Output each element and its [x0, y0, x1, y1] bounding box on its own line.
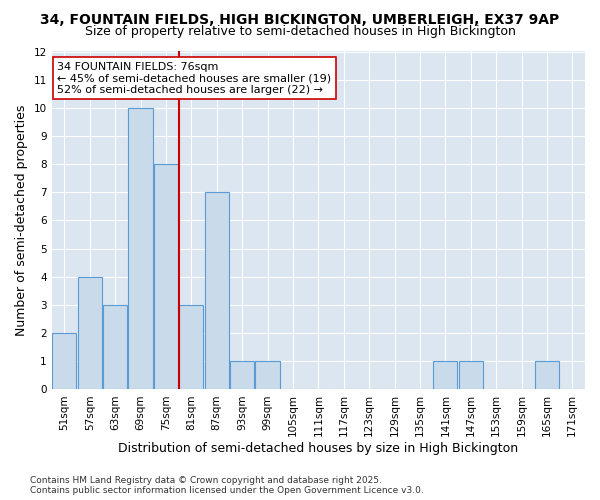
Bar	[230, 362, 254, 390]
Text: 34 FOUNTAIN FIELDS: 76sqm
← 45% of semi-detached houses are smaller (19)
52% of : 34 FOUNTAIN FIELDS: 76sqm ← 45% of semi-…	[57, 62, 331, 95]
Bar	[77, 277, 102, 390]
Bar	[458, 362, 483, 390]
Bar	[103, 305, 127, 390]
Bar	[179, 305, 203, 390]
Bar	[128, 108, 152, 390]
X-axis label: Distribution of semi-detached houses by size in High Bickington: Distribution of semi-detached houses by …	[118, 442, 518, 455]
Bar	[535, 362, 559, 390]
Bar	[205, 192, 229, 390]
Text: Contains HM Land Registry data © Crown copyright and database right 2025.
Contai: Contains HM Land Registry data © Crown c…	[30, 476, 424, 495]
Bar	[433, 362, 457, 390]
Text: 34, FOUNTAIN FIELDS, HIGH BICKINGTON, UMBERLEIGH, EX37 9AP: 34, FOUNTAIN FIELDS, HIGH BICKINGTON, UM…	[40, 12, 560, 26]
Y-axis label: Number of semi-detached properties: Number of semi-detached properties	[15, 105, 28, 336]
Text: Size of property relative to semi-detached houses in High Bickington: Size of property relative to semi-detach…	[85, 25, 515, 38]
Bar	[154, 164, 178, 390]
Bar	[256, 362, 280, 390]
Bar	[52, 333, 76, 390]
